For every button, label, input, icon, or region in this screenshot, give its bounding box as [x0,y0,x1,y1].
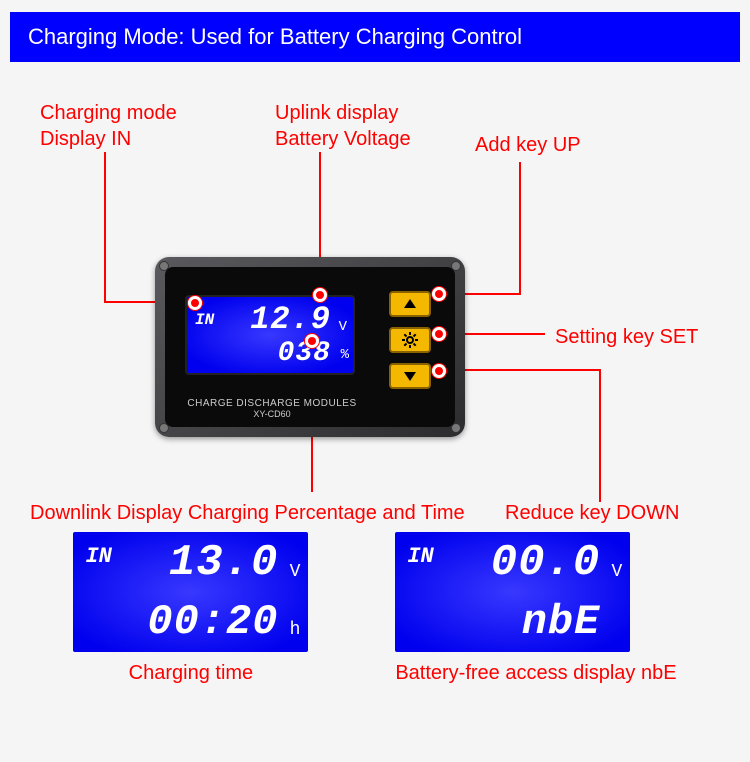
mini-bot-val: 00:20 [147,598,278,646]
set-button[interactable] [389,327,431,353]
label-add-key: Add key UP [475,132,581,158]
header-text: Charging Mode: Used for Battery Charging… [28,24,522,49]
callout-marker [432,364,446,378]
triangle-down-icon [402,368,418,384]
bottom-displays: IN 13.0 V 00:20 h Charging time IN 00.0 … [0,532,750,685]
callout-marker [313,288,327,302]
callout-marker [188,296,202,310]
mini-in-label: IN [407,544,433,569]
header-banner: Charging Mode: Used for Battery Charging… [10,12,740,62]
lcd-voltage-unit: V [339,319,347,335]
mini-bot-val: nbE [522,598,601,646]
label-uplink: Uplink display Battery Voltage [275,100,411,152]
callout-marker [305,334,319,348]
callout-marker [432,287,446,301]
mini-top-val: 13.0 [169,538,279,588]
device-caption-l2: XY-CD60 [187,409,357,419]
label-uplink-l2: Battery Voltage [275,126,411,152]
mini-top-val: 00.0 [491,538,601,588]
mini-display-left: IN 13.0 V 00:20 h Charging time [73,532,308,685]
mini-bot-unit: h [290,620,301,640]
label-downlink: Downlink Display Charging Percentage and… [30,500,465,526]
down-button[interactable] [389,363,431,389]
label-charging-mode: Charging mode Display IN [40,100,177,152]
up-button[interactable] [389,291,431,317]
mini-top-unit: V [612,562,623,582]
device-caption: CHARGE DISCHARGE MODULES XY-CD60 [187,398,357,419]
mini-display-right: IN 00.0 V nbE Battery-free access displa… [395,532,676,685]
mini-lcd-left: IN 13.0 V 00:20 h [73,532,308,652]
mini-caption-right: Battery-free access display nbE [395,662,676,685]
label-charging-mode-l1: Charging mode [40,100,177,126]
label-reduce-key: Reduce key DOWN [505,500,680,526]
lcd-in-label: IN [195,311,214,329]
device-buttons [389,291,431,389]
label-setting-key: Setting key SET [555,324,698,350]
device-caption-l1: CHARGE DISCHARGE MODULES [187,398,357,409]
mini-caption-left: Charging time [73,662,308,685]
mini-top-unit: V [290,562,301,582]
device-lcd: IN 12.9 V 038 % [185,295,355,375]
gear-icon [402,332,418,348]
lcd-voltage: 12.9 [250,301,331,338]
diagram-area: Charging mode Display IN Uplink display … [0,62,750,542]
mini-in-label: IN [85,544,111,569]
lcd-percent-unit: % [341,347,349,363]
label-charging-mode-l2: Display IN [40,126,177,152]
label-uplink-l1: Uplink display [275,100,411,126]
triangle-up-icon [402,296,418,312]
callout-marker [432,327,446,341]
mini-lcd-right: IN 00.0 V nbE [395,532,630,652]
